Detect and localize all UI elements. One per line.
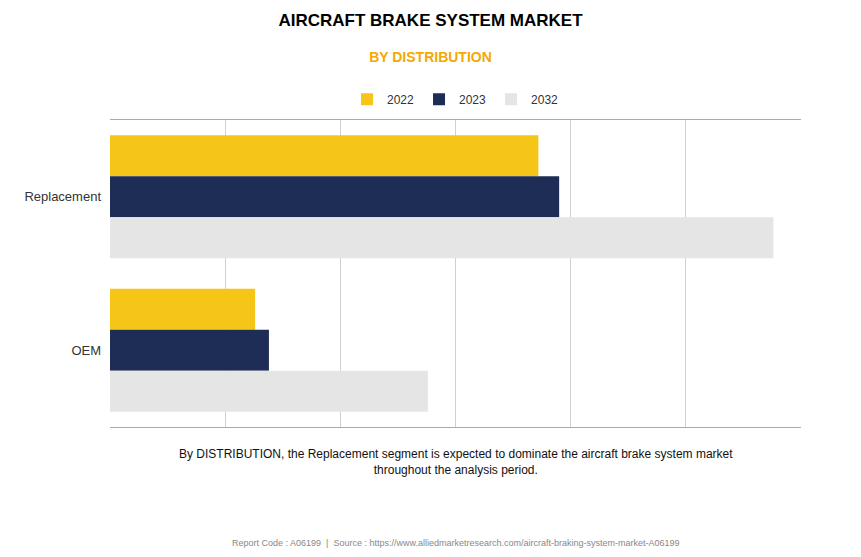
svg-text:AIRCRAFT BRAKE SYSTEM MARKET: AIRCRAFT BRAKE SYSTEM MARKET bbox=[278, 11, 583, 30]
svg-text:OEM: OEM bbox=[71, 343, 101, 358]
svg-text:Replacement: Replacement bbox=[24, 189, 101, 204]
svg-text:2032: 2032 bbox=[531, 93, 558, 107]
svg-text:2022: 2022 bbox=[387, 93, 414, 107]
svg-text:By DISTRIBUTION, the Replaceme: By DISTRIBUTION, the Replacement segment… bbox=[179, 447, 733, 477]
svg-text:Report Code : A06199 | Sourc: Report Code : A06199 | Source : https://… bbox=[232, 538, 680, 548]
svg-text:BY DISTRIBUTION: BY DISTRIBUTION bbox=[369, 49, 492, 65]
svg-text:2023: 2023 bbox=[459, 93, 486, 107]
